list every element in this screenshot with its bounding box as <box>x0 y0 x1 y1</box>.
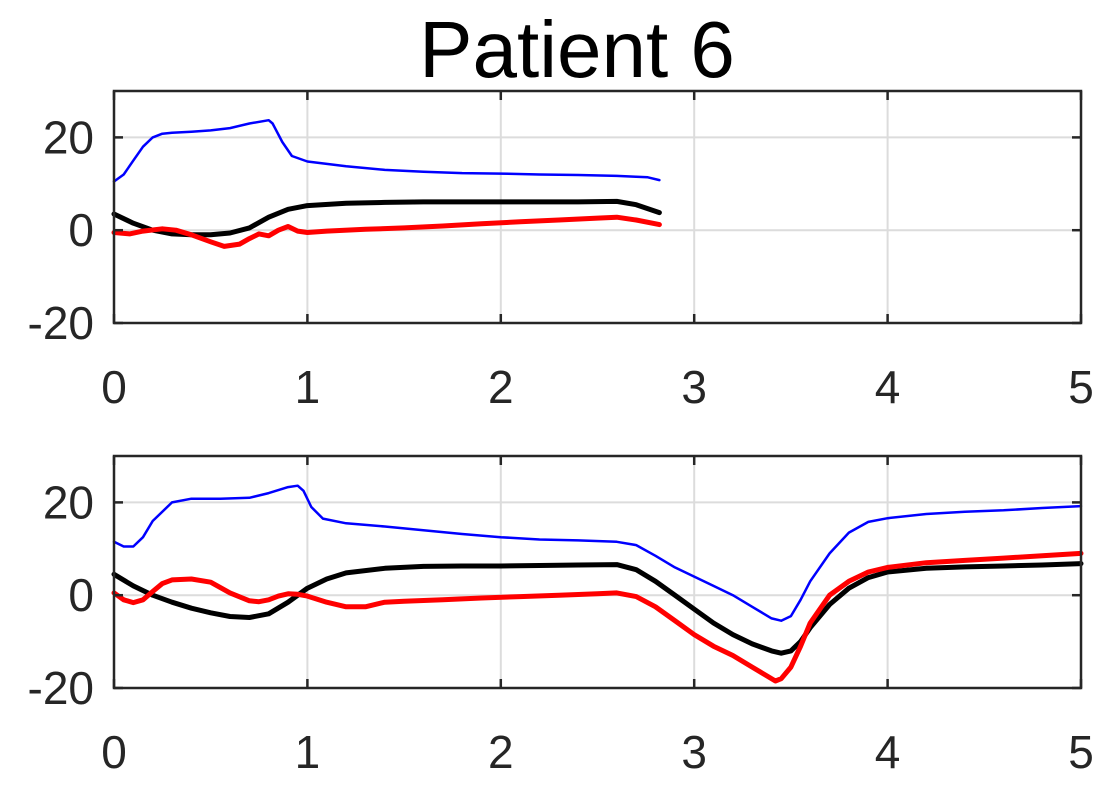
top-y-tick-label: 20 <box>43 111 94 163</box>
top-axes-frame <box>112 89 1083 325</box>
top-x-tick-label: 3 <box>681 361 707 413</box>
bottom-x-tick-label: 4 <box>875 726 901 778</box>
top-x-tick-label: 1 <box>295 361 321 413</box>
bottom-y-tick-label: -20 <box>28 662 94 714</box>
top-x-tick-label: 2 <box>488 361 514 413</box>
bottom-axes-frame <box>112 454 1083 690</box>
bottom-y-tick-label: 20 <box>43 476 94 528</box>
bottom-x-tick-label: 0 <box>101 726 127 778</box>
chart-title: Patient 6 <box>419 5 735 94</box>
top-x-tick-label: 4 <box>875 361 901 413</box>
top-y-tick-label: 0 <box>68 204 94 256</box>
bottom-x-tick-label: 5 <box>1068 726 1094 778</box>
bottom-red-series-line <box>111 550 1084 684</box>
bottom-blue-series-line <box>112 484 1083 622</box>
bottom-black-series-line <box>111 561 1084 656</box>
bottom-x-tick-label: 1 <box>295 726 321 778</box>
bottom-y-tick-label: 0 <box>68 569 94 621</box>
top-x-tick-label: 0 <box>101 361 127 413</box>
top-black-series-line <box>111 198 662 238</box>
top-y-tick-label: -20 <box>28 297 94 349</box>
top-red-series-line <box>111 214 662 249</box>
top-x-tick-label: 5 <box>1068 361 1094 413</box>
bottom-x-tick-label: 2 <box>488 726 514 778</box>
bottom-x-tick-label: 3 <box>681 726 707 778</box>
top-blue-series-line <box>112 118 661 183</box>
